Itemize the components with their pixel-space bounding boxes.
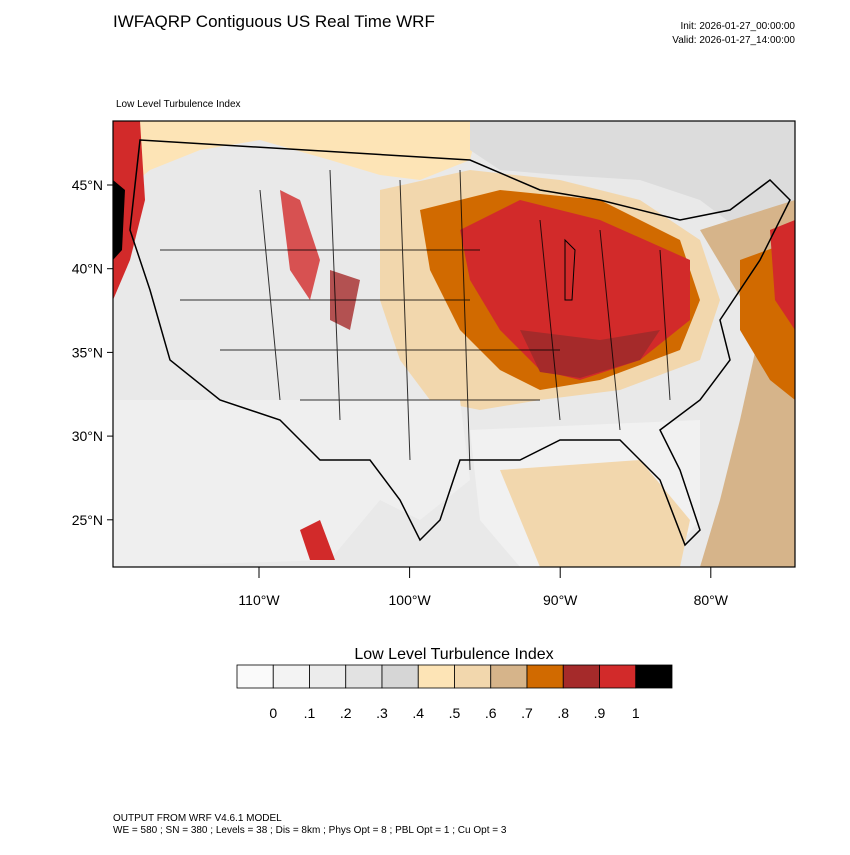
colorbar-label: 0 — [269, 705, 277, 721]
footer-line: WE = 580 ; SN = 380 ; Levels = 38 ; Dis … — [113, 825, 507, 836]
colorbar-box — [345, 664, 383, 689]
footer-line: OUTPUT FROM WRF V4.6.1 MODEL — [113, 813, 282, 824]
lon-axis: 110°W 100°W 90°W 80°W — [238, 567, 729, 608]
colorbar-label: .1 — [304, 705, 316, 721]
colorbar-box — [526, 664, 564, 689]
colorbar-label: 1 — [632, 705, 640, 721]
lat-axis: 45°N 40°N 35°N 30°N 25°N — [72, 177, 113, 528]
colorbar-title: Low Level Turbulence Index — [354, 646, 553, 663]
map-frame — [112, 120, 796, 568]
colorbar-label: .8 — [557, 705, 569, 721]
colorbar-label: .3 — [376, 705, 388, 721]
colorbar-box — [381, 664, 419, 689]
lat-label: 25°N — [72, 512, 103, 528]
init-time: Init: 2026-01-27_00:00:00 — [680, 21, 795, 32]
colorbar-label: .7 — [521, 705, 533, 721]
colorbar-label: .4 — [412, 705, 424, 721]
colorbar-box — [562, 664, 600, 689]
title: IWFAQRP Contiguous US Real Time WRF — [113, 12, 435, 31]
colorbar-box — [236, 664, 274, 689]
map — [113, 121, 795, 567]
map-subtitle: Low Level Turbulence Index — [116, 99, 241, 110]
colorbar-label: .2 — [340, 705, 352, 721]
lon-label: 110°W — [238, 592, 280, 608]
colorbar-box — [417, 664, 455, 689]
lon-label: 100°W — [389, 592, 432, 608]
lat-label: 30°N — [72, 428, 103, 444]
colorbar-box — [272, 664, 310, 689]
colorbar-box — [490, 664, 528, 689]
colorbar-box — [309, 664, 347, 689]
lat-label: 40°N — [72, 261, 103, 277]
colorbar-label: .5 — [449, 705, 461, 721]
lon-label: 90°W — [543, 592, 578, 608]
colorbar-box — [599, 664, 637, 689]
colorbar-box — [454, 664, 492, 689]
colorbar-label: .9 — [594, 705, 606, 721]
lat-label: 35°N — [72, 344, 103, 360]
colorbar-label: .6 — [485, 705, 497, 721]
lon-label: 80°W — [694, 592, 729, 608]
colorbar: 0 .1 .2 .3 .4 .5 .6 .7 .8 .9 1 — [236, 664, 673, 721]
lat-label: 45°N — [72, 177, 103, 193]
colorbar-box — [635, 664, 673, 689]
valid-time: Valid: 2026-01-27_14:00:00 — [672, 35, 795, 46]
